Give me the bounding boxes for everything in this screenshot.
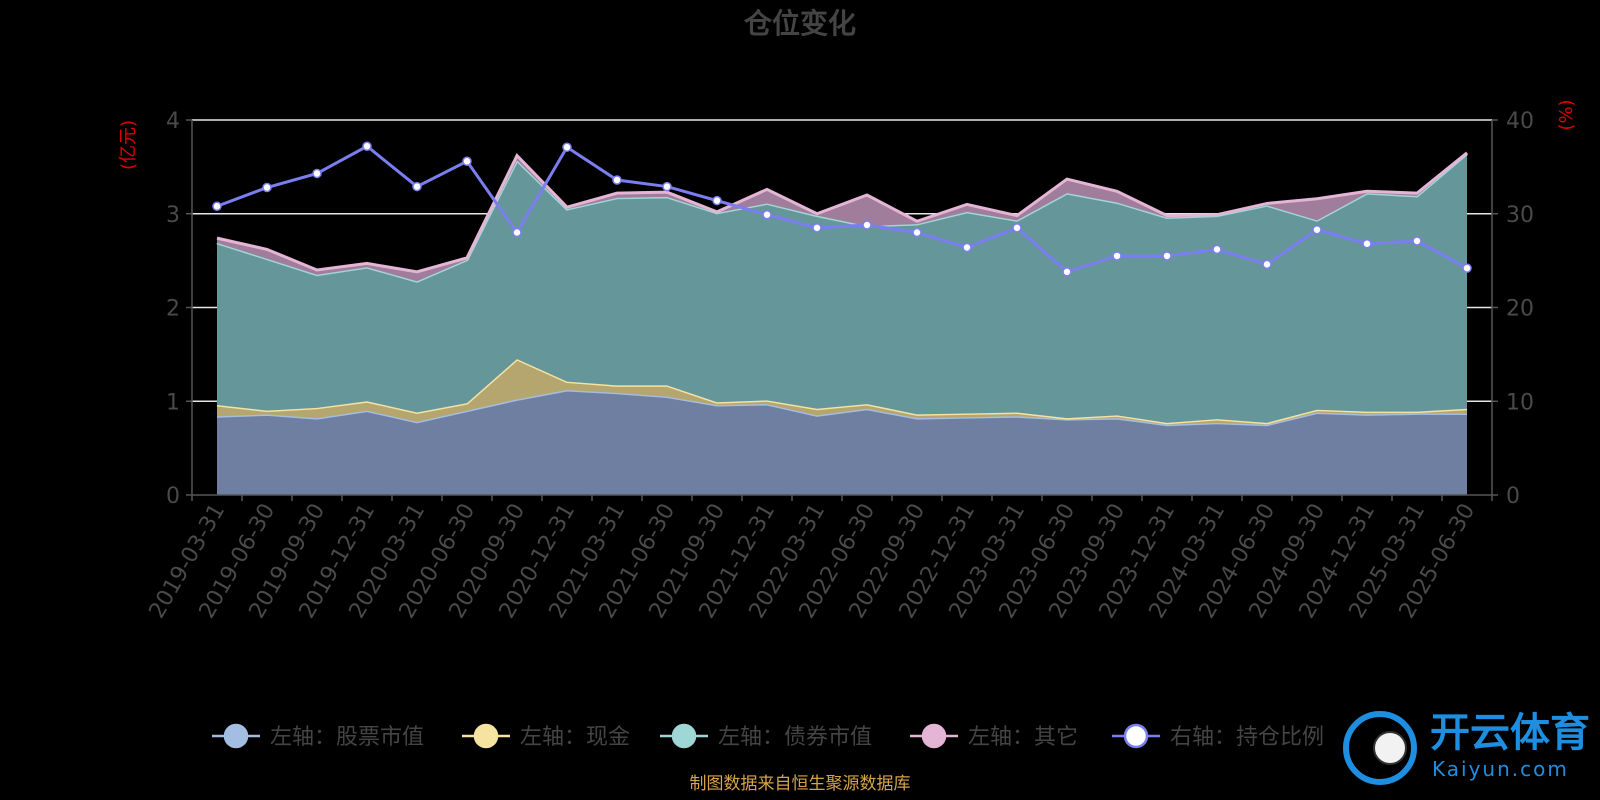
legend-marker [921, 723, 947, 749]
right-tick-label: 30 [1506, 203, 1534, 228]
left-tick-label: 3 [166, 203, 180, 228]
ratio-line [216, 144, 1468, 274]
ratio-point [912, 227, 922, 238]
ratio-point [462, 156, 472, 166]
left-axis-ticks: 0 1 2 3 4 [166, 109, 192, 509]
axes [191, 120, 1493, 501]
right-tick-label: 20 [1506, 297, 1534, 322]
legend-marker [1123, 723, 1149, 749]
ratio-point [212, 201, 222, 211]
ratio-point [1262, 259, 1272, 270]
legend: 左轴：股票市值 左轴：现金 左轴：债券市值 左轴：其它 右轴：持仓比例 [212, 723, 1324, 750]
area-0 [217, 390, 1467, 495]
watermark-text: 开云体育 [1430, 710, 1590, 756]
ratio-point [712, 195, 722, 206]
ratio-point [312, 168, 322, 179]
area-line-1 [216, 357, 1468, 425]
left-tick-label: 0 [166, 484, 180, 509]
watermark-ball-icon [1343, 711, 1417, 785]
area-line-0 [216, 388, 1467, 427]
ratio-point [1212, 244, 1222, 255]
ratio-point [962, 242, 972, 253]
watermark-ball-center-icon [1373, 731, 1407, 765]
ratio-point [1312, 224, 1322, 235]
left-tick-label: 4 [166, 109, 180, 134]
right-tick-label: 40 [1506, 109, 1534, 134]
ratio-point [1012, 223, 1022, 233]
legend-label: 左轴：债券市值 [718, 725, 872, 750]
ratio-point [862, 220, 872, 230]
ratio-point [662, 181, 672, 192]
x-axis-ticks: 2019-03-312019-06-302019-09-302019-12-31… [145, 500, 1481, 623]
ratio-point [812, 223, 822, 233]
legend-label: 左轴：其它 [968, 725, 1078, 750]
legend-marker [671, 723, 697, 749]
source-note: 制图数据来自恒生聚源数据库 [690, 774, 911, 794]
left-axis-unit: (亿元) [118, 120, 139, 170]
legend-marker [473, 723, 499, 749]
area-line-2 [216, 152, 1468, 283]
right-tick-label: 0 [1506, 484, 1520, 509]
ratio-point [1412, 236, 1422, 246]
ratio-point [262, 182, 272, 193]
ratio-point [562, 142, 572, 152]
area-2 [217, 153, 1467, 423]
ratio-point [1112, 251, 1122, 261]
watermark-subtext: Kaiyun.com [1432, 757, 1569, 781]
ratio-point [762, 209, 772, 220]
legend-label: 右轴：持仓比例 [1170, 725, 1324, 750]
ratio-point [1162, 251, 1172, 261]
ratio-point [1362, 239, 1372, 249]
ratio-point [412, 181, 422, 192]
legend-label: 左轴：现金 [520, 725, 630, 750]
chart-title: 仓位变化 [744, 7, 856, 40]
ratio-point [512, 227, 522, 238]
right-axis-unit: (%) [1556, 99, 1577, 130]
right-tick-label: 10 [1506, 390, 1534, 415]
area-line-3 [216, 151, 1468, 274]
left-tick-label: 2 [166, 297, 180, 322]
legend-label: 左轴：股票市值 [270, 725, 424, 750]
legend-marker [223, 723, 249, 749]
ratio-point [1462, 263, 1472, 273]
area-1 [217, 359, 1467, 425]
left-tick-label: 1 [166, 390, 180, 415]
ratio-point [612, 175, 622, 185]
area-3 [217, 152, 1467, 282]
right-axis-ticks: 0 10 20 30 40 [1492, 109, 1534, 509]
ratio-point [1062, 267, 1072, 277]
watermark-logo: 开云体育 Kaiyun.com [1343, 710, 1590, 785]
ratio-series [212, 141, 1472, 277]
ratio-point [362, 141, 372, 151]
stacked-areas [216, 151, 1468, 495]
